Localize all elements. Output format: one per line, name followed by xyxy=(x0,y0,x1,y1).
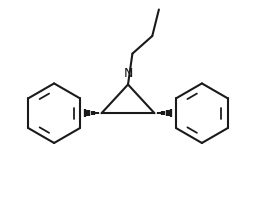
Text: N: N xyxy=(123,67,133,80)
